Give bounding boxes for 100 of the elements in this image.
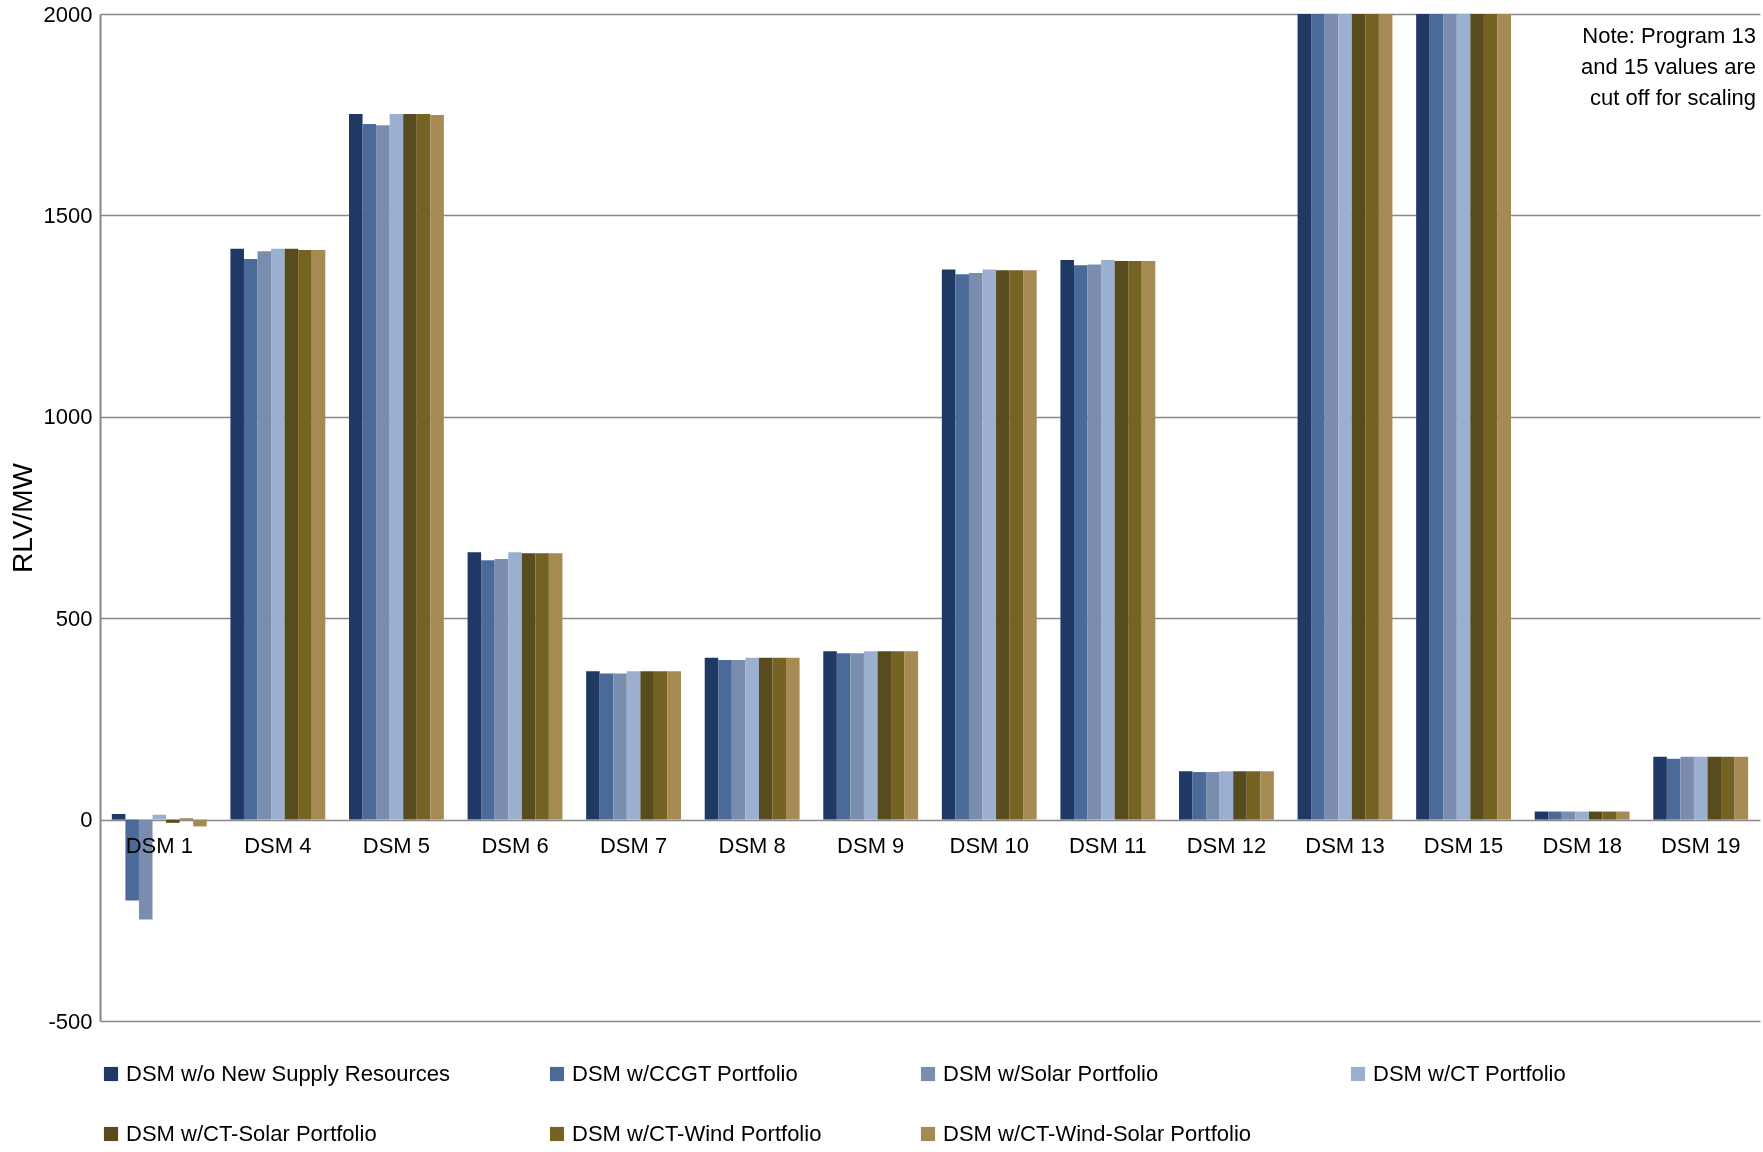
bar — [494, 558, 509, 820]
bar — [548, 553, 563, 820]
bar — [704, 657, 719, 820]
bar — [1416, 14, 1430, 820]
y-tick-label: 500 — [55, 605, 93, 631]
annotation: Note: Program 13 and 15 values are cut off for scaling — [1581, 23, 1756, 110]
bar — [1246, 771, 1261, 820]
bar — [1429, 14, 1444, 820]
y-tick-label: 2000 — [43, 1, 93, 27]
bar — [1192, 772, 1207, 820]
x-tick-label: DSM 8 — [718, 833, 786, 859]
bar — [786, 657, 800, 820]
bar — [982, 269, 997, 820]
bar — [850, 653, 864, 820]
bar — [416, 113, 431, 820]
legend-label: DSM w/CT-Solar Portfolio — [126, 1121, 377, 1146]
bar — [257, 251, 272, 820]
bar — [996, 270, 1010, 820]
bar — [731, 660, 746, 820]
bar — [1680, 756, 1694, 820]
bar — [1575, 811, 1589, 820]
x-tick-label: DSM 12 — [1186, 833, 1267, 859]
bar — [1721, 756, 1735, 820]
bar — [667, 671, 681, 820]
bar — [111, 813, 126, 820]
legend-label: DSM w/CT Portfolio — [1373, 1061, 1566, 1086]
bar — [152, 814, 167, 820]
bar — [1073, 265, 1088, 820]
bar — [653, 671, 668, 820]
bar — [535, 553, 549, 820]
legend-label: DSM w/Solar Portfolio — [943, 1061, 1159, 1086]
x-tick-label: DSM 5 — [362, 833, 431, 859]
bar — [613, 673, 627, 820]
bar — [298, 250, 312, 820]
bar — [1693, 756, 1708, 820]
bar — [467, 552, 482, 820]
x-tick-label: DSM 11 — [1068, 833, 1147, 859]
bar — [877, 651, 892, 820]
bar — [376, 125, 390, 820]
bar — [349, 113, 363, 820]
x-tick-label: DSM 4 — [244, 833, 312, 859]
bar — [1378, 14, 1393, 820]
bar — [1616, 811, 1630, 820]
bar — [823, 651, 837, 820]
bar — [1233, 771, 1247, 820]
bar — [758, 657, 773, 820]
bar — [1179, 771, 1193, 820]
bar — [271, 248, 285, 820]
bar — [1548, 811, 1562, 820]
bar — [1653, 756, 1667, 820]
bar — [968, 273, 983, 820]
bar — [1311, 14, 1325, 820]
y-axis-title: RLV/MW — [6, 462, 38, 573]
bar — [1734, 756, 1749, 820]
bar — [1260, 771, 1274, 820]
bar — [891, 651, 905, 820]
bar — [1101, 260, 1115, 820]
legend-label: DSM w/o New Supply Resources — [126, 1061, 451, 1086]
bar — [599, 673, 614, 820]
bar — [1602, 811, 1617, 820]
bar — [745, 657, 759, 820]
bar — [1009, 270, 1024, 820]
bar — [1324, 14, 1339, 820]
y-tick-label: -500 — [48, 1008, 93, 1034]
bar — [640, 671, 654, 820]
bar — [284, 248, 299, 820]
x-tick-label: DSM 9 — [837, 833, 905, 859]
bar — [1219, 771, 1234, 820]
bar — [311, 250, 326, 820]
bar — [1060, 260, 1074, 820]
bar — [193, 819, 207, 827]
bar — [243, 258, 258, 820]
bar — [586, 671, 600, 820]
legend-label: DSM w/CT-Wind-Solar Portfolio — [943, 1121, 1252, 1146]
bar — [230, 248, 244, 820]
bar — [1351, 14, 1366, 820]
bar — [1483, 14, 1498, 820]
bar — [863, 651, 878, 820]
bar — [772, 657, 787, 820]
bar — [1206, 772, 1220, 820]
x-tick-label: DSM 10 — [949, 833, 1030, 859]
bar — [1365, 14, 1379, 820]
x-tick-label: DSM 15 — [1423, 833, 1504, 859]
bar — [1297, 14, 1312, 820]
bar — [1087, 264, 1102, 820]
x-tick-label: DSM 7 — [599, 833, 668, 859]
bar — [1443, 14, 1457, 820]
legend-label: DSM w/CCGT Portfolio — [572, 1061, 798, 1086]
x-tick-label: DSM 18 — [1542, 833, 1622, 859]
bar — [1707, 756, 1722, 820]
bar — [508, 552, 522, 820]
bar — [166, 819, 180, 823]
legend-label: DSM w/CT-Wind Portfolio — [572, 1121, 822, 1146]
bar — [836, 653, 851, 820]
bar — [403, 113, 417, 820]
bar — [1141, 260, 1156, 820]
bar — [1114, 260, 1129, 820]
x-tick-label: DSM 6 — [481, 833, 549, 859]
bar — [1497, 14, 1511, 820]
y-tick-label: 1000 — [43, 404, 93, 430]
